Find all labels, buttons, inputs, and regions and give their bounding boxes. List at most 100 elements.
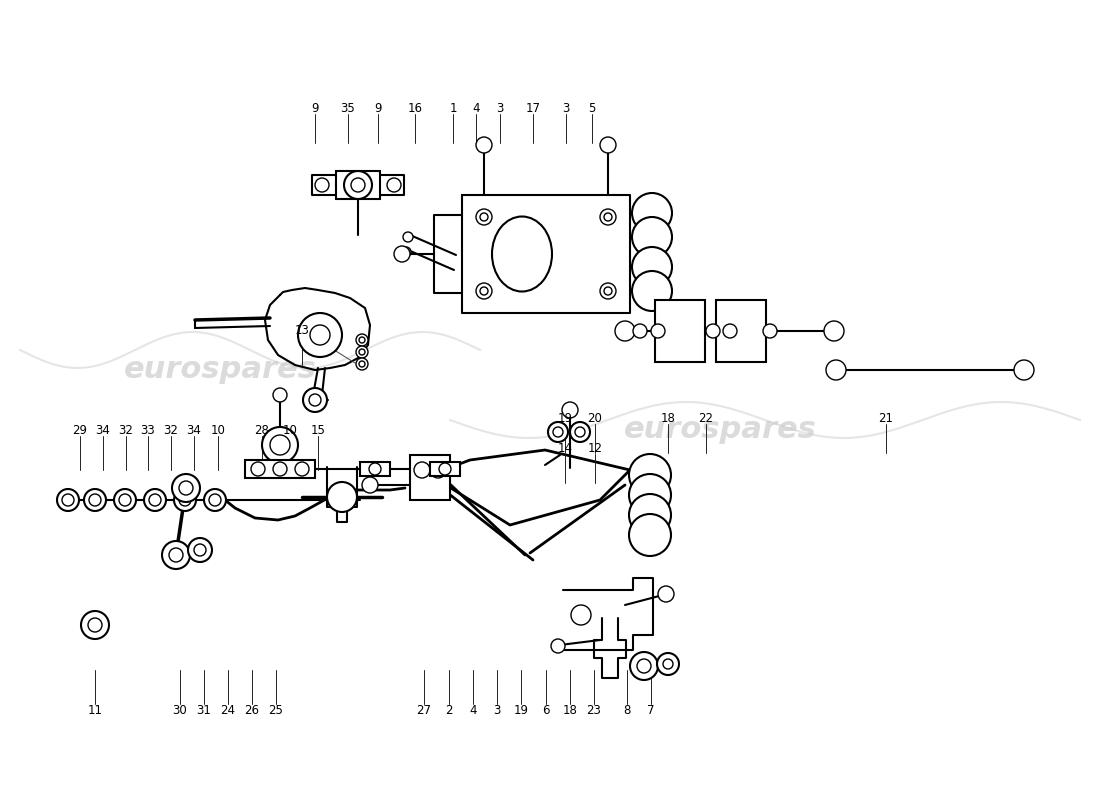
Circle shape [651,324,666,338]
Circle shape [600,137,616,153]
Circle shape [476,283,492,299]
Circle shape [658,586,674,602]
Text: 29: 29 [73,423,88,437]
Circle shape [632,478,667,512]
Text: 7: 7 [647,703,654,717]
Text: 19: 19 [514,703,528,717]
Circle shape [298,313,342,357]
Circle shape [327,482,358,512]
Circle shape [315,178,329,192]
Circle shape [548,422,568,442]
Circle shape [162,541,190,569]
Bar [430,462,460,476]
Text: 6: 6 [542,703,550,717]
Circle shape [251,462,265,476]
Circle shape [644,259,660,275]
Text: 34: 34 [187,423,201,437]
Circle shape [476,209,492,225]
Circle shape [632,193,672,233]
Text: 26: 26 [244,703,260,717]
Circle shape [356,346,369,358]
Text: 34: 34 [96,423,110,437]
Bar [716,300,766,362]
Circle shape [824,321,844,341]
Bar [360,462,390,476]
Text: 20: 20 [587,411,603,425]
Circle shape [600,283,616,299]
Circle shape [309,394,321,406]
Circle shape [402,247,411,257]
Text: 3: 3 [496,102,504,114]
Text: 23: 23 [586,703,602,717]
Circle shape [636,197,668,229]
Text: 12: 12 [587,442,603,454]
Circle shape [575,427,585,437]
Text: 28: 28 [254,423,270,437]
Text: 5: 5 [588,102,596,114]
Circle shape [351,178,365,192]
Text: 16: 16 [407,102,422,114]
Circle shape [310,325,330,345]
Circle shape [632,458,667,492]
Text: 4: 4 [472,102,480,114]
Text: 24: 24 [220,703,235,717]
Circle shape [179,481,192,495]
Text: 15: 15 [310,423,326,437]
Circle shape [194,544,206,556]
Circle shape [632,324,647,338]
Text: 11: 11 [88,703,102,717]
Circle shape [629,514,671,556]
Circle shape [480,213,488,221]
Ellipse shape [492,217,552,291]
Circle shape [636,275,668,307]
Circle shape [169,548,183,562]
Circle shape [356,358,369,370]
Text: 30: 30 [173,703,187,717]
Circle shape [641,486,659,504]
Circle shape [476,137,492,153]
Circle shape [644,283,660,299]
Text: 31: 31 [197,703,211,717]
Circle shape [644,205,660,221]
Circle shape [430,462,446,478]
Circle shape [641,526,659,544]
Circle shape [148,494,161,506]
Circle shape [172,474,200,502]
Circle shape [641,506,659,524]
Circle shape [273,388,287,402]
Circle shape [604,213,612,221]
Circle shape [632,271,672,311]
Circle shape [359,349,365,355]
Text: 3: 3 [562,102,570,114]
Circle shape [359,361,365,367]
Circle shape [387,178,402,192]
Circle shape [644,229,660,245]
Circle shape [174,489,196,511]
Circle shape [356,334,369,346]
Circle shape [270,435,290,455]
Text: 32: 32 [119,423,133,437]
Circle shape [439,463,451,475]
Text: 22: 22 [698,411,714,425]
Circle shape [551,639,565,653]
Circle shape [204,489,226,511]
Circle shape [632,247,672,287]
Circle shape [273,462,287,476]
Text: 27: 27 [417,703,431,717]
Circle shape [344,171,372,199]
Circle shape [641,466,659,484]
Circle shape [553,427,563,437]
Circle shape [632,518,667,552]
Text: 3: 3 [493,703,500,717]
Circle shape [262,427,298,463]
Circle shape [144,489,166,511]
Circle shape [629,494,671,536]
Circle shape [629,454,671,496]
Circle shape [88,618,102,632]
Circle shape [1014,360,1034,380]
Text: 32: 32 [164,423,178,437]
Circle shape [763,324,777,338]
Text: 17: 17 [526,102,540,114]
Bar [245,460,315,478]
Circle shape [302,388,327,412]
